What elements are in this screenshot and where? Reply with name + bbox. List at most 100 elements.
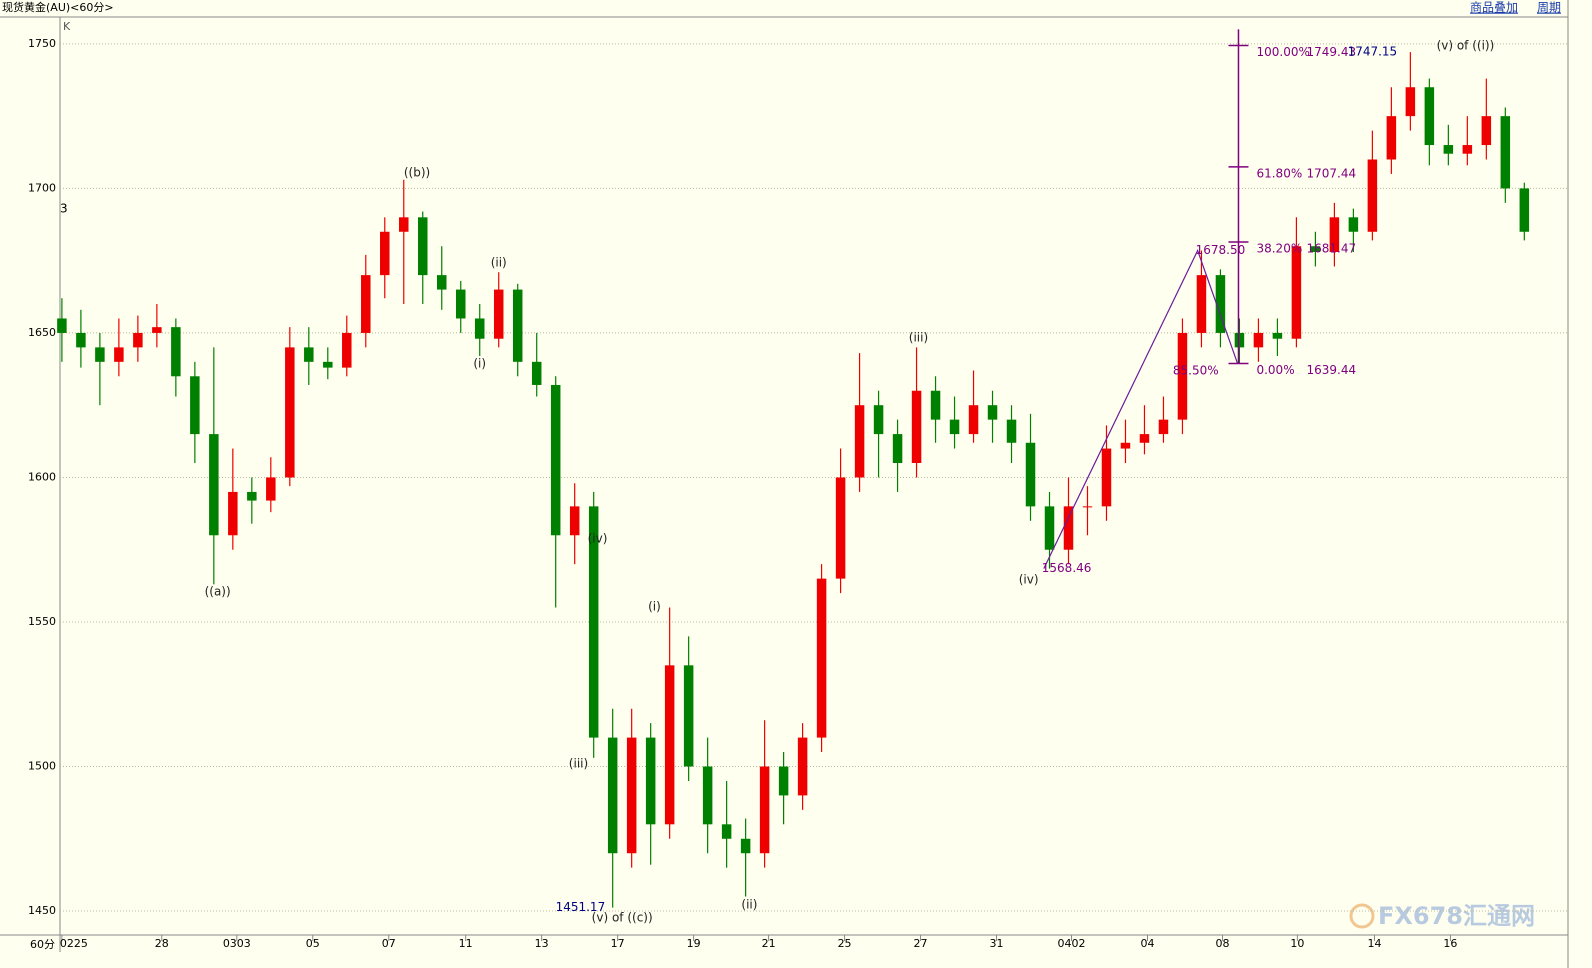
y-tick-label: 1600 (28, 470, 56, 483)
watermark: FX678汇通网 (1378, 902, 1535, 930)
wave-annotation: ((b)) (404, 165, 430, 179)
period-link[interactable]: 周期 (1537, 1, 1561, 15)
period-label: 60分 (30, 938, 55, 951)
x-tick-label: 16 (1443, 937, 1457, 950)
candle-body (304, 347, 314, 362)
candle-body (1177, 332, 1188, 420)
candle-body (1348, 217, 1359, 232)
candle-body (171, 327, 181, 377)
candle-body (740, 838, 751, 854)
wave-annotation: 1678.50 (1196, 243, 1246, 257)
candle-body (455, 289, 466, 319)
x-tick-label: 08 (1216, 937, 1230, 950)
trend-line (1043, 248, 1239, 569)
candle-body (474, 318, 485, 339)
candle-body (550, 384, 561, 536)
candle-body (95, 347, 105, 362)
candle-body (1462, 145, 1473, 154)
candle-body (285, 347, 295, 478)
overlay-link[interactable]: 商品叠加 (1470, 0, 1518, 15)
candle-body (1139, 434, 1150, 443)
x-tick-label: 17 (611, 937, 625, 950)
candle-body (854, 405, 865, 478)
wave-annotation: (ii) (741, 897, 757, 911)
candle-body (1025, 442, 1036, 507)
candle-body (1481, 116, 1492, 146)
candle-body (76, 332, 86, 348)
candle-body (437, 275, 447, 290)
candle-body (930, 390, 941, 420)
watermark-icon (1349, 903, 1375, 929)
x-tick-label: 0225 (60, 937, 88, 950)
wave-annotation: ((a)) (205, 584, 231, 598)
candle-body (399, 217, 409, 232)
candle-body (361, 275, 371, 333)
fib-price: 1639.44 (1306, 363, 1356, 377)
candle-body (1291, 246, 1302, 339)
candle-body (323, 361, 333, 368)
candle-body (1329, 217, 1340, 252)
candle-body (607, 737, 618, 854)
candle-body (1101, 448, 1112, 507)
candle-body (588, 506, 599, 738)
candle-body (1367, 159, 1378, 232)
wave-annotation: 1451.17 (556, 900, 606, 914)
candle-body (702, 766, 713, 825)
candle-body (835, 477, 846, 579)
y-axis-label: K (63, 20, 71, 33)
candle-body (987, 405, 998, 420)
candle-body (266, 477, 276, 501)
wave-annotation: (ii) (491, 255, 507, 269)
candle-body (569, 506, 580, 536)
candle-body (1424, 87, 1435, 146)
candle-body (57, 318, 67, 333)
y-tick-label: 1500 (28, 760, 56, 773)
fib-price: 1707.44 (1306, 166, 1356, 180)
x-tick-label: 25 (838, 937, 852, 950)
candle-body (1215, 275, 1226, 333)
candle-body (152, 327, 162, 333)
y-tick-label: 1750 (28, 37, 56, 50)
candle-body (1120, 442, 1131, 449)
candle-body (759, 766, 770, 854)
fib-pct: 100.00% (1256, 45, 1309, 59)
wave-annotation: (iii) (569, 756, 588, 770)
x-tick-label: 13 (535, 937, 549, 950)
x-tick-label: 19 (687, 937, 701, 950)
chart-title: 现货黄金(AU)<60分> (2, 0, 114, 14)
wave-annotation: (v) of ((c)) (592, 910, 653, 924)
x-tick-label: 27 (914, 937, 928, 950)
candle-body (968, 405, 979, 435)
candle-body (664, 665, 675, 825)
x-tick-label: 04 (1141, 937, 1155, 950)
candle-body (1253, 332, 1264, 348)
wave-annotation: (v) of ((i)) (1437, 38, 1495, 52)
candle-body (1006, 419, 1017, 443)
candle-body (1063, 506, 1074, 550)
candle-body (209, 434, 219, 536)
fib-price: 1681.47 (1306, 241, 1356, 255)
candle-body (1519, 188, 1530, 232)
candle-body (1196, 275, 1207, 333)
candle-body (1405, 87, 1416, 117)
y-tick-label: 1550 (28, 615, 56, 628)
candle-body (133, 332, 143, 348)
candle-body (1082, 506, 1093, 508)
candle-body (1443, 145, 1454, 154)
x-tick-label: 0402 (1058, 937, 1086, 950)
candle-body (1234, 332, 1245, 348)
wave-annotation: (i) (648, 599, 661, 613)
fib-price: 1749.43 (1306, 45, 1356, 59)
candle-body (1272, 332, 1283, 339)
candle-body (626, 737, 637, 854)
x-tick-label: 0303 (223, 937, 251, 950)
candle-body (1500, 116, 1511, 189)
x-tick-label: 07 (382, 937, 396, 950)
y-tick-label: 1700 (28, 181, 56, 194)
candle-body (778, 766, 789, 796)
candle-body (645, 737, 656, 825)
x-tick-label: 11 (459, 937, 473, 950)
candle-body (816, 578, 827, 738)
